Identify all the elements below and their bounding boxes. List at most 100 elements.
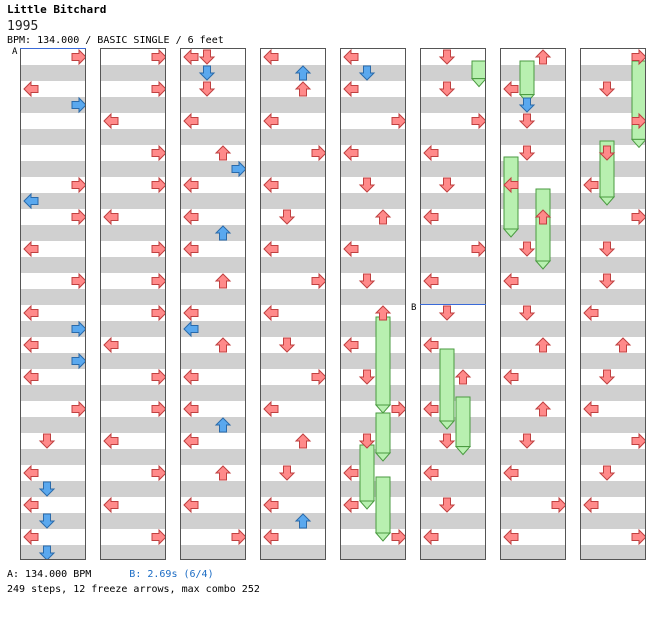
step-arrow-left bbox=[343, 464, 359, 482]
step-arrow-left bbox=[343, 49, 359, 66]
chart-column-8 bbox=[580, 48, 646, 560]
step-arrow-up bbox=[614, 337, 632, 353]
step-arrow-left bbox=[503, 272, 519, 290]
step-arrow-right bbox=[551, 496, 565, 514]
step-arrow-down bbox=[198, 81, 216, 97]
step-arrow-down bbox=[278, 465, 296, 481]
song-title: Little Bitchard bbox=[7, 3, 107, 16]
step-arrow-down bbox=[278, 209, 296, 225]
freeze-arrow-right bbox=[471, 60, 485, 80]
step-arrow-left bbox=[103, 496, 119, 514]
step-arrow-right bbox=[151, 144, 165, 162]
step-arrow-down bbox=[518, 145, 536, 161]
chart-column-3 bbox=[180, 48, 246, 560]
step-arrow-left bbox=[423, 144, 439, 162]
step-arrow-right bbox=[151, 80, 165, 98]
song-artist: 1995 bbox=[7, 19, 39, 34]
step-arrow-down bbox=[518, 241, 536, 257]
step-arrow-up bbox=[374, 305, 392, 321]
step-arrow-up bbox=[294, 433, 312, 449]
chart-column-svg bbox=[103, 49, 165, 546]
step-arrow-left bbox=[183, 112, 199, 130]
step-arrow-left bbox=[423, 336, 439, 354]
chart-column-svg bbox=[183, 49, 245, 546]
freeze-arrow-down bbox=[439, 348, 455, 422]
step-arrow-up bbox=[534, 337, 552, 353]
step-arrow-right bbox=[631, 49, 645, 66]
bpm-change-info: B: 2.69s (6/4) bbox=[129, 569, 214, 580]
chart-column-svg bbox=[423, 49, 485, 546]
step-arrow-left bbox=[583, 496, 599, 514]
step-arrow-down bbox=[438, 49, 456, 65]
chart-column-7 bbox=[500, 48, 566, 560]
step-arrow-left bbox=[23, 528, 39, 546]
step-arrow-left bbox=[23, 464, 39, 482]
chart-column-1 bbox=[20, 48, 86, 560]
freeze-tail-up bbox=[374, 452, 392, 462]
step-arrow-down bbox=[38, 433, 56, 449]
step-arrow-down bbox=[438, 177, 456, 193]
step-arrow-left bbox=[23, 192, 39, 210]
step-arrow-right bbox=[71, 352, 85, 370]
step-arrow-up bbox=[534, 49, 552, 65]
step-arrow-left bbox=[343, 336, 359, 354]
step-arrow-down bbox=[598, 81, 616, 97]
step-arrow-left bbox=[183, 208, 199, 226]
step-arrow-left bbox=[183, 49, 199, 66]
step-arrow-right bbox=[151, 368, 165, 386]
step-arrow-right bbox=[631, 112, 645, 130]
step-arrow-up bbox=[294, 81, 312, 97]
footer-stats: 249 steps, 12 freeze arrows, max combo 2… bbox=[7, 584, 260, 595]
step-arrow-left bbox=[103, 432, 119, 450]
footer-line-1: A: 134.000 BPM B: 2.69s (6/4) bbox=[7, 569, 214, 580]
chart-column-svg bbox=[502, 49, 565, 546]
step-arrow-left bbox=[343, 496, 359, 514]
step-arrow-left bbox=[23, 496, 39, 514]
step-arrow-right bbox=[311, 368, 325, 386]
step-arrow-right bbox=[231, 528, 245, 546]
step-arrow-left bbox=[263, 400, 279, 418]
step-arrow-down bbox=[198, 49, 216, 65]
step-arrow-up bbox=[294, 513, 312, 529]
step-arrow-right bbox=[151, 528, 165, 546]
step-arrow-left bbox=[503, 80, 519, 98]
step-arrow-right bbox=[631, 432, 645, 450]
step-arrow-left bbox=[503, 176, 519, 194]
step-arrow-left bbox=[183, 320, 199, 338]
step-arrow-left bbox=[423, 528, 439, 546]
freeze-tail-right bbox=[470, 78, 485, 88]
chart-info: BPM: 134.000 / BASIC SINGLE / 6 feet bbox=[7, 35, 224, 46]
step-arrow-left bbox=[183, 304, 199, 322]
step-arrow-left bbox=[423, 208, 439, 226]
freeze-tail-right bbox=[630, 138, 645, 149]
step-arrow-down bbox=[438, 433, 456, 449]
step-arrow-right bbox=[311, 272, 325, 290]
step-arrow-left bbox=[583, 304, 599, 322]
step-arrow-left bbox=[343, 144, 359, 162]
step-arrow-left bbox=[23, 304, 39, 322]
chart-column-2 bbox=[100, 48, 166, 560]
step-arrow-left bbox=[23, 368, 39, 386]
step-arrow-right bbox=[71, 400, 85, 418]
step-arrow-down bbox=[598, 465, 616, 481]
freeze-tail-up bbox=[534, 260, 552, 270]
step-arrow-left bbox=[183, 240, 199, 258]
step-arrow-left bbox=[23, 240, 39, 258]
chart-column-svg bbox=[23, 49, 85, 559]
chart-column-svg bbox=[583, 49, 645, 546]
step-arrow-left bbox=[423, 400, 439, 418]
step-arrow-up bbox=[214, 337, 232, 353]
step-arrow-right bbox=[151, 49, 165, 66]
step-arrow-down bbox=[38, 545, 56, 559]
chart-column-svg bbox=[263, 49, 325, 546]
step-arrow-right bbox=[151, 176, 165, 194]
step-arrow-right bbox=[71, 176, 85, 194]
step-arrow-down bbox=[598, 241, 616, 257]
step-arrow-left bbox=[183, 400, 199, 418]
step-arrow-left bbox=[263, 240, 279, 258]
freeze-tail-down bbox=[358, 500, 376, 510]
step-arrow-left bbox=[503, 464, 519, 482]
step-arrow-left bbox=[343, 80, 359, 98]
speed-change-line bbox=[420, 304, 486, 305]
step-arrow-down bbox=[38, 513, 56, 529]
